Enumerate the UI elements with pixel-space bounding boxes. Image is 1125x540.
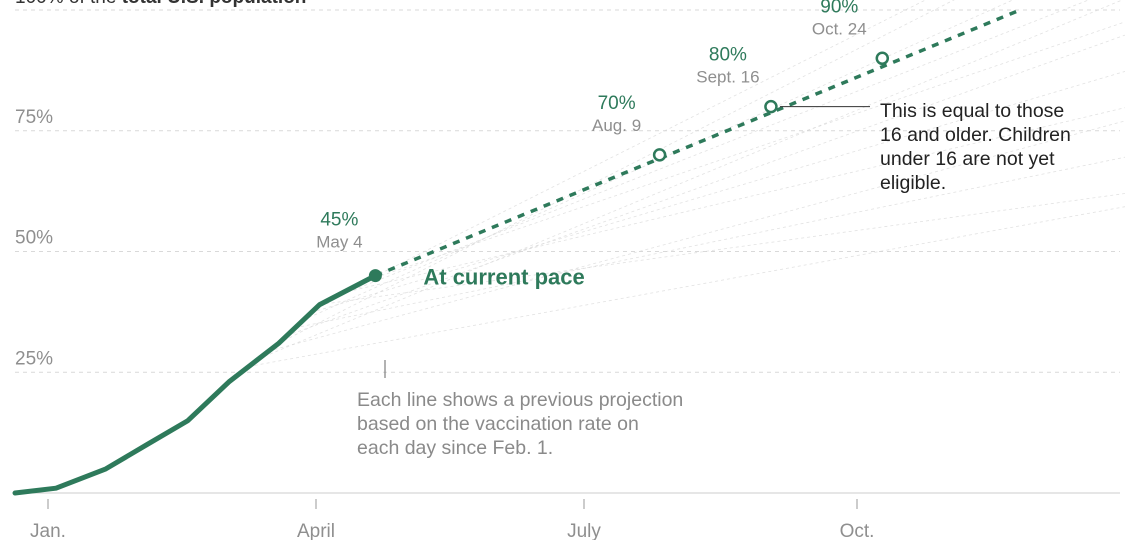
previous-projection-note-line: each day since Feb. 1. bbox=[357, 437, 553, 459]
y-tick-label: 75% bbox=[15, 107, 53, 128]
milestone-percent-label: 45% bbox=[320, 210, 358, 231]
previous-projection-line bbox=[295, 156, 1125, 329]
milestone-percent-label: 90% bbox=[820, 0, 858, 17]
previous-projection-line bbox=[286, 34, 1125, 336]
title-bold: total U.S. population bbox=[122, 0, 307, 8]
previous-projection-line bbox=[364, 21, 1125, 282]
x-tick-label: Oct. bbox=[840, 521, 875, 540]
labels-layer: 100% of the total U.S. population 45% May … bbox=[15, 0, 1071, 459]
previous-projection-line bbox=[278, 0, 955, 344]
eligibility-note-line: eligible. bbox=[880, 172, 946, 194]
milestone-marker bbox=[652, 148, 667, 162]
milestone-date-label: Oct. 24 bbox=[812, 19, 867, 38]
current-point-marker bbox=[368, 269, 382, 283]
previous-projection-line bbox=[341, 107, 1125, 294]
chart-title: 100% of the total U.S. population bbox=[15, 0, 306, 8]
previous-projection-line bbox=[258, 0, 1124, 360]
milestone-percent-label: 70% bbox=[598, 93, 636, 114]
eligibility-note-line: 16 and older. Children bbox=[880, 124, 1071, 146]
previous-projection-line bbox=[248, 206, 1125, 367]
milestone-marker bbox=[875, 51, 890, 66]
actual-vaccination-line bbox=[12, 273, 378, 496]
milestone-date-label: May 4 bbox=[316, 233, 362, 252]
milestone-marker bbox=[764, 99, 778, 114]
eligibility-note-line: under 16 are not yet bbox=[880, 148, 1055, 170]
previous-projections bbox=[248, 0, 1125, 367]
previous-projection-note-line: based on the vaccination rate on bbox=[357, 413, 639, 435]
milestone-date-label: Sept. 16 bbox=[696, 68, 759, 87]
y-tick-label: 50% bbox=[15, 228, 53, 249]
previous-projection-line bbox=[330, 0, 1090, 300]
series-layer bbox=[12, 8, 1021, 496]
milestone-date-label: Aug. 9 bbox=[592, 116, 641, 135]
x-tick-label: Jan. bbox=[30, 521, 66, 540]
previous-projection-line bbox=[268, 120, 1125, 352]
projection-line bbox=[374, 8, 1021, 278]
current-pace-label: At current pace bbox=[423, 265, 584, 290]
previous-projection-note-line: Each line shows a previous projection bbox=[357, 389, 683, 411]
x-tick-label: July bbox=[567, 521, 601, 540]
y-tick-label: 25% bbox=[15, 348, 53, 369]
milestone-percent-label: 80% bbox=[709, 45, 747, 66]
x-tick-label: April bbox=[297, 521, 335, 540]
title-prefix: 100% of the bbox=[15, 0, 122, 8]
eligibility-note-line: This is equal to those bbox=[880, 100, 1064, 122]
grid-lines: 25% 50% 75% bbox=[15, 9, 1120, 373]
x-axis: Jan. April July Oct. bbox=[15, 492, 1120, 540]
